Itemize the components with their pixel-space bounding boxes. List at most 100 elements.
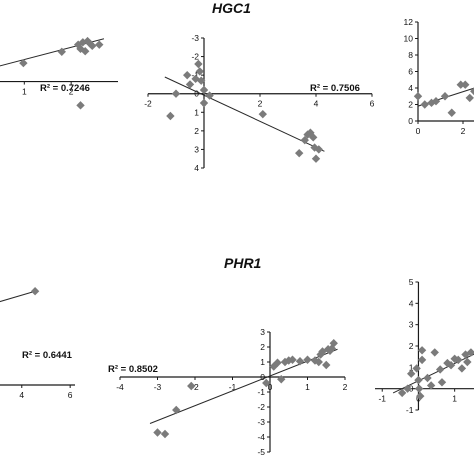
- data-point: [407, 369, 416, 378]
- data-point: [311, 154, 321, 163]
- r-squared-label: R² = 0.6441: [22, 350, 73, 361]
- x-tick-label: 1: [305, 382, 310, 392]
- data-point: [309, 133, 318, 142]
- y-tick-label: 1: [409, 362, 414, 372]
- data-point: [187, 381, 196, 391]
- data-point: [303, 355, 312, 364]
- data-point: [417, 355, 427, 365]
- x-tick-label: 4: [314, 99, 319, 109]
- x-tick-label: 2: [343, 382, 348, 392]
- y-tick-label: -1: [406, 405, 414, 415]
- data-point: [414, 375, 423, 385]
- chart-panel-6: 543210-1-101: [375, 277, 474, 415]
- data-point: [277, 375, 286, 384]
- data-point: [183, 70, 192, 80]
- x-tick-label: -2: [144, 99, 152, 109]
- trend-line: [164, 76, 325, 152]
- x-tick-label: 0: [268, 382, 273, 392]
- data-point: [153, 428, 162, 437]
- data-point: [437, 378, 447, 387]
- x-tick-label: 6: [370, 99, 375, 109]
- y-tick-label: 5: [409, 277, 414, 287]
- data-point: [288, 355, 297, 364]
- data-point: [465, 93, 474, 103]
- data-point: [412, 364, 421, 373]
- data-point: [423, 373, 432, 383]
- data-point: [414, 384, 424, 393]
- y-tick-label: 6: [408, 67, 413, 77]
- data-point: [81, 47, 90, 56]
- y-tick-label: 4: [194, 163, 199, 173]
- y-tick-label: 3: [409, 320, 414, 330]
- x-tick-label: -3: [154, 382, 162, 392]
- y-tick-label: 4: [408, 83, 413, 93]
- data-point: [194, 59, 203, 69]
- data-point: [430, 348, 439, 357]
- panel-title: HGC1: [212, 0, 251, 16]
- y-tick-label: 4: [409, 298, 414, 308]
- data-point: [463, 357, 472, 367]
- data-point: [420, 100, 429, 109]
- y-tick-label: 2: [409, 341, 414, 351]
- data-point: [470, 87, 474, 96]
- data-point: [435, 365, 445, 374]
- data-point: [457, 364, 467, 373]
- x-tick-label: 2: [69, 87, 74, 97]
- x-tick-label: 2: [258, 99, 263, 109]
- data-point: [426, 381, 436, 390]
- panel-title: PHR1: [224, 255, 262, 271]
- chart-panel-4: 46P1R² = 0.6441: [0, 287, 75, 400]
- data-point: [417, 346, 427, 355]
- data-point: [166, 111, 175, 121]
- data-point: [197, 76, 206, 85]
- data-point: [461, 80, 470, 89]
- y-tick-label: 0: [260, 372, 265, 382]
- data-point: [314, 145, 323, 154]
- data-point: [76, 44, 85, 54]
- data-point: [273, 358, 282, 367]
- data-point: [314, 357, 323, 367]
- r-squared-label: R² = 0.8502: [108, 364, 158, 375]
- data-point: [447, 108, 456, 117]
- data-point: [57, 47, 66, 56]
- data-point: [76, 101, 85, 110]
- data-point: [466, 348, 474, 357]
- data-point: [30, 287, 40, 296]
- y-tick-label: 3: [194, 144, 199, 154]
- x-tick-label: -2: [191, 382, 199, 392]
- y-tick-label: -5: [257, 447, 265, 457]
- data-point: [413, 92, 423, 101]
- data-point: [195, 67, 204, 76]
- trend-line: [0, 290, 36, 303]
- x-tick-label: 1: [22, 87, 27, 97]
- data-point: [172, 405, 181, 415]
- data-point: [416, 391, 425, 401]
- r-squared-label: R² = 0.7506: [310, 83, 360, 94]
- data-point: [19, 58, 28, 68]
- data-point: [295, 148, 304, 158]
- y-tick-label: 12: [404, 17, 414, 27]
- y-tick-label: -2: [191, 52, 199, 62]
- y-tick-label: -2: [257, 402, 265, 412]
- data-point: [431, 97, 441, 106]
- x-tick-label: 0: [416, 126, 421, 136]
- y-tick-label: -3: [257, 417, 265, 427]
- x-tick-label: -4: [116, 382, 124, 392]
- data-point: [454, 355, 463, 365]
- y-tick-label: 0: [408, 116, 413, 126]
- x-tick-label: -1: [229, 382, 237, 392]
- data-point: [329, 339, 338, 348]
- y-tick-label: -1: [257, 387, 265, 397]
- data-point: [199, 85, 209, 95]
- y-tick-label: -4: [257, 432, 265, 442]
- y-tick-label: -3: [191, 33, 199, 43]
- r-squared-label: R² = 0.7246: [40, 83, 90, 94]
- x-tick-label: -1: [378, 394, 386, 404]
- y-tick-label: 3: [260, 327, 265, 337]
- data-point: [185, 80, 195, 89]
- data-point: [322, 360, 331, 370]
- data-point: [262, 378, 271, 388]
